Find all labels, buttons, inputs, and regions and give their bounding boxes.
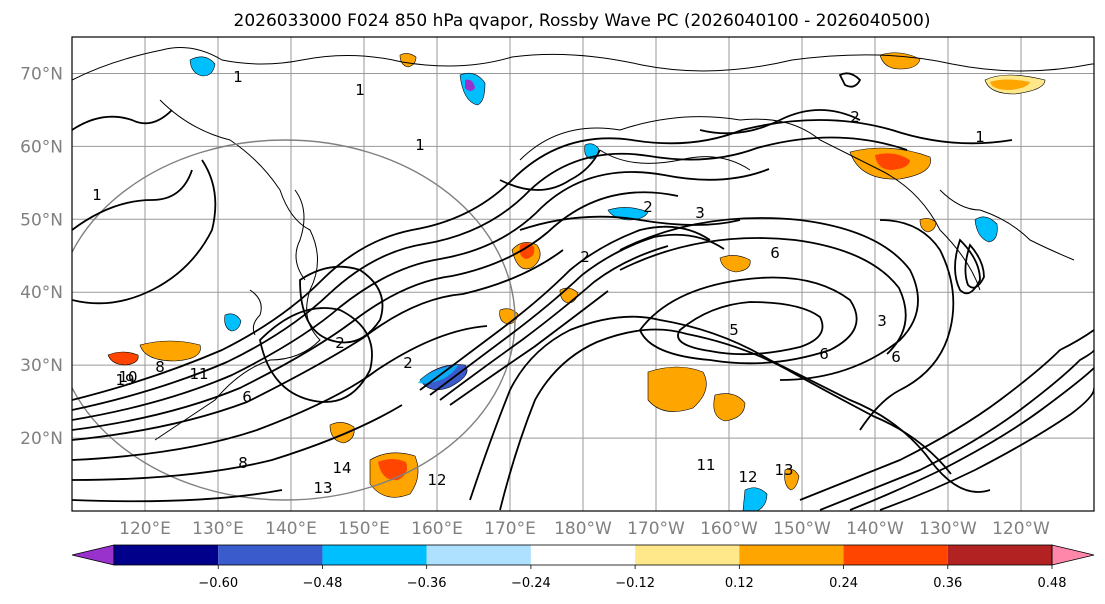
shade-positive bbox=[784, 468, 800, 491]
lon-tick-label: 150°W bbox=[773, 519, 831, 539]
shade-negative bbox=[224, 313, 242, 332]
colorbar-frame bbox=[113, 544, 1053, 566]
shade-negative bbox=[465, 79, 475, 91]
shade-positive bbox=[713, 393, 746, 422]
contour-label: 1 bbox=[975, 128, 985, 146]
colorbar-segment bbox=[843, 545, 948, 565]
figure-title: 2026033000 F024 850 hPa qvapor, Rossby W… bbox=[234, 11, 931, 31]
lon-tick-label: 160°W bbox=[700, 519, 758, 539]
contour-label: 13 bbox=[313, 479, 332, 497]
colorbar-segment bbox=[114, 545, 219, 565]
colorbar-segment bbox=[947, 545, 1052, 565]
colorbar-tick-label: −0.60 bbox=[198, 576, 238, 591]
colorbar-tick-label: −0.12 bbox=[615, 576, 655, 591]
colorbar-segment bbox=[635, 545, 740, 565]
contour-label: 1 bbox=[355, 81, 365, 99]
contour-label: 1 bbox=[415, 136, 425, 154]
contour-label: 12 bbox=[427, 471, 446, 489]
lon-tick-label: 170°W bbox=[627, 519, 685, 539]
lon-tick-label: 160°E bbox=[411, 519, 463, 539]
shade-positive bbox=[378, 459, 407, 481]
colorbar-tick-label: −0.48 bbox=[303, 576, 343, 591]
colorbar-extend-low bbox=[71, 544, 115, 566]
rossby-wave-region-outline bbox=[72, 139, 516, 501]
colorbar-extend-high bbox=[1051, 544, 1095, 566]
lat-tick-label: 60°N bbox=[20, 137, 63, 157]
latitude-axis: 70°N 60°N 50°N 40°N 30°N 20°N bbox=[20, 64, 63, 449]
contour-label: 2 bbox=[335, 334, 345, 352]
contour-label: 12 bbox=[738, 468, 757, 486]
contour-label: 2 bbox=[643, 198, 653, 216]
colorbar-segment bbox=[218, 545, 323, 565]
colorbar-tick-label: −0.36 bbox=[407, 576, 447, 591]
contour-label: 8 bbox=[155, 358, 165, 376]
lon-tick-label: 180°W bbox=[554, 519, 612, 539]
colorbar-tick-label: 0.12 bbox=[725, 576, 754, 591]
contour-label: 19 bbox=[115, 371, 134, 389]
shade-negative bbox=[742, 487, 768, 511]
colorbar-segment bbox=[322, 545, 427, 565]
contour-label: 5 bbox=[729, 321, 739, 339]
map-frame bbox=[71, 36, 1095, 512]
lon-tick-label: 130°E bbox=[192, 519, 244, 539]
colorbar: −0.60 −0.48 −0.36 −0.24 −0.12 0.12 0.24 0.36 0.4… bbox=[71, 544, 1095, 591]
contour-label: 8 bbox=[238, 454, 248, 472]
contour-label: 11 bbox=[189, 365, 208, 383]
contour-label: 10 bbox=[118, 368, 137, 386]
contour-label: 3 bbox=[695, 204, 705, 222]
contour-label: 3 bbox=[877, 312, 887, 330]
coastlines bbox=[72, 47, 1094, 441]
qvapor-shading bbox=[107, 52, 1046, 511]
shade-positive bbox=[519, 242, 535, 259]
contour-label: 6 bbox=[819, 345, 829, 363]
contour-label: 11 bbox=[696, 456, 715, 474]
qvapor-contours bbox=[72, 72, 1094, 511]
shade-positive bbox=[647, 366, 707, 412]
shade-positive bbox=[919, 218, 937, 233]
shade-positive bbox=[719, 255, 751, 273]
colorbar-segment bbox=[530, 545, 636, 565]
lon-tick-label: 130°W bbox=[919, 519, 977, 539]
contour-label: 2 bbox=[403, 354, 413, 372]
contour-label: 2 bbox=[580, 248, 590, 266]
lon-tick-label: 140°W bbox=[846, 519, 904, 539]
shade-positive bbox=[139, 340, 201, 362]
lon-tick-label: 140°E bbox=[265, 519, 317, 539]
longitude-axis: 120°E 130°E 140°E 150°E 160°E 170°E 180°W 170°W… bbox=[119, 519, 1050, 539]
lon-tick-label: 120°W bbox=[992, 519, 1050, 539]
contour-label: 14 bbox=[332, 459, 351, 477]
contour-label: 13 bbox=[774, 461, 793, 479]
contour-label: 6 bbox=[891, 348, 901, 366]
lat-tick-label: 20°N bbox=[20, 429, 63, 449]
contour-label: 6 bbox=[770, 244, 780, 262]
lat-tick-label: 50°N bbox=[20, 210, 63, 230]
colorbar-tick-label: 0.48 bbox=[1038, 576, 1067, 591]
lon-tick-label: 120°E bbox=[119, 519, 171, 539]
lon-tick-label: 170°E bbox=[484, 519, 536, 539]
shade-positive bbox=[107, 351, 139, 366]
contour-label: 1 bbox=[92, 186, 102, 204]
colorbar-segment bbox=[739, 545, 844, 565]
lat-tick-label: 40°N bbox=[20, 283, 63, 303]
shade-positive bbox=[990, 79, 1030, 90]
lat-tick-label: 70°N bbox=[20, 64, 63, 84]
lon-tick-label: 150°E bbox=[338, 519, 390, 539]
shade-negative bbox=[189, 56, 216, 77]
colorbar-segment bbox=[426, 545, 531, 565]
contour-label: 1 bbox=[233, 68, 243, 86]
shade-negative bbox=[974, 216, 998, 243]
contour-label: 2 bbox=[850, 108, 860, 126]
colorbar-tick-label: −0.24 bbox=[511, 576, 551, 591]
colorbar-tick-label: 0.36 bbox=[933, 576, 962, 591]
contour-label: 6 bbox=[242, 388, 252, 406]
colorbar-tick-label: 0.24 bbox=[829, 576, 858, 591]
shade-positive bbox=[875, 153, 910, 170]
gridlines bbox=[72, 37, 1094, 511]
lat-tick-label: 30°N bbox=[20, 356, 63, 376]
